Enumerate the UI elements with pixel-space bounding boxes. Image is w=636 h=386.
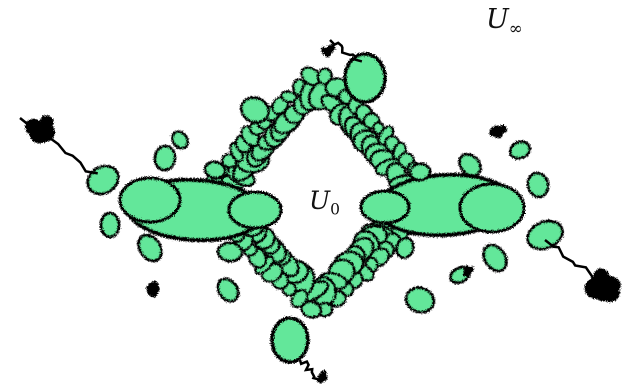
fractal-set [19, 39, 621, 384]
satellite-bulb [170, 130, 190, 150]
satellite-bulb [137, 233, 163, 263]
right-body-neck [359, 189, 411, 225]
bottom-tip-cluster [316, 370, 328, 384]
satellite-bulb [216, 241, 244, 263]
satellite-bulb [508, 140, 532, 160]
satellite-bulb [395, 236, 415, 260]
outer-region-label: U∞ [486, 4, 523, 38]
upper-right-cluster [489, 125, 507, 139]
inner-region-label: U0 [309, 186, 340, 219]
satellite-bulb [482, 243, 508, 273]
right-small-cluster [462, 265, 474, 278]
satellite-bulb [239, 96, 271, 124]
satellite-bulb [153, 144, 177, 172]
satellite-bulb [526, 171, 550, 199]
ring-bulb-outer [316, 67, 333, 86]
top-filament [329, 39, 363, 63]
satellite-bulb [526, 219, 564, 251]
top-tip-cluster [320, 44, 336, 58]
satellite-bulb [458, 152, 482, 178]
satellite-bulb [99, 211, 121, 239]
left-body-neck [227, 190, 283, 230]
satellite-bulb [404, 286, 436, 314]
satellite-bulb [216, 277, 240, 303]
satellite-bulb [408, 162, 432, 182]
bottom-filament [298, 359, 322, 382]
top-bulb [343, 52, 387, 104]
bottom-bulb [270, 316, 310, 364]
left-body-lobe [118, 176, 182, 224]
right-body-lobe [458, 182, 526, 234]
right-tip-cluster [584, 268, 621, 303]
satellite-bulb [203, 160, 227, 180]
satellite-bulb [86, 164, 120, 196]
left-tip-cluster [25, 115, 56, 144]
lower-left-cluster [146, 280, 160, 298]
